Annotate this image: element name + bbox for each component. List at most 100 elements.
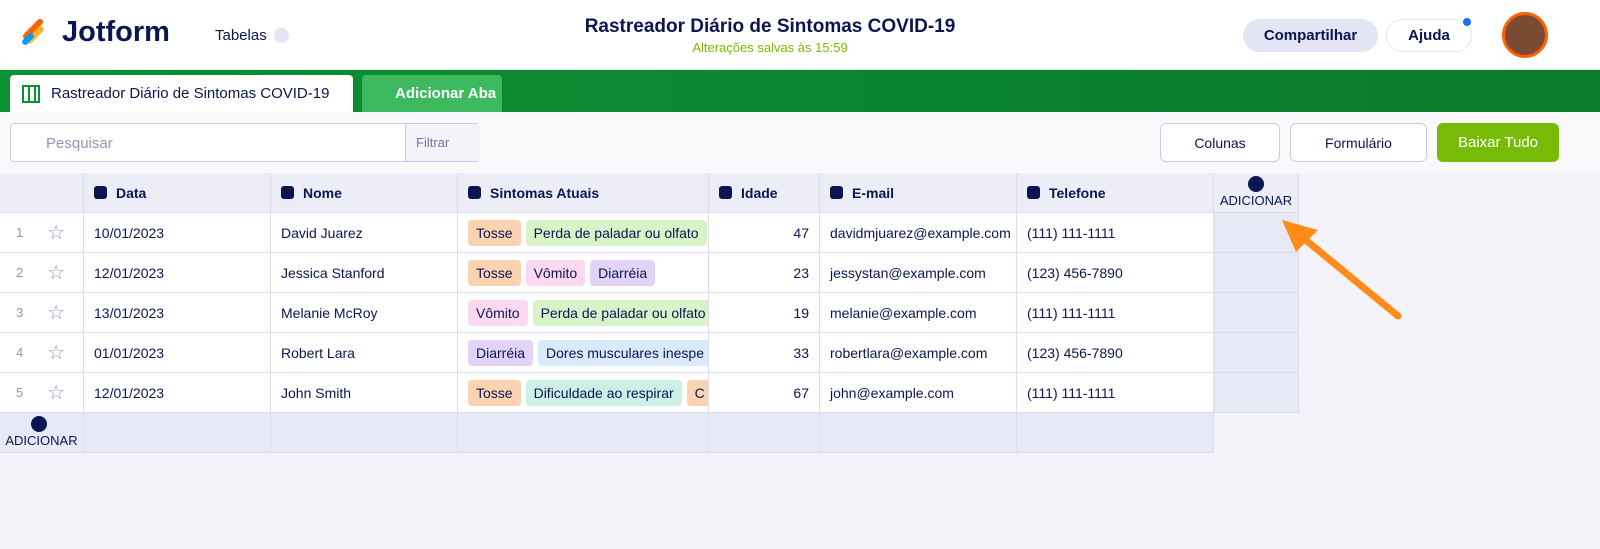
add-row-cell bbox=[84, 413, 271, 453]
column-icon bbox=[281, 186, 294, 199]
star[interactable]: ☆ bbox=[47, 222, 66, 244]
name-cell[interactable]: John Smith bbox=[271, 373, 458, 413]
add-row-cell bbox=[820, 413, 1017, 453]
logo-text: Jotform bbox=[62, 16, 170, 48]
email-cell[interactable]: davidmjuarez@example.com bbox=[820, 213, 1017, 253]
menu[interactable]: Tabelas bbox=[215, 27, 267, 44]
star[interactable]: ☆ bbox=[47, 382, 66, 404]
row-number: 4 ☆ bbox=[0, 333, 84, 373]
age-cell[interactable]: 47 bbox=[709, 213, 820, 253]
star[interactable]: ☆ bbox=[47, 262, 66, 284]
column-header[interactable]: Telefone bbox=[1017, 173, 1214, 213]
column-icon bbox=[94, 186, 107, 199]
add-row-icon[interactable] bbox=[31, 416, 47, 432]
tab-bar: Rastreador Diário de Sintomas COVID-19 A… bbox=[0, 70, 1600, 112]
symptom-tag: Tosse bbox=[468, 259, 521, 286]
star[interactable]: ☆ bbox=[47, 342, 66, 364]
form-button[interactable]: Formulário bbox=[1290, 123, 1427, 162]
row-index: 4 bbox=[16, 345, 24, 360]
symptoms-cell[interactable]: Tosse Dificuldade ao respirar C bbox=[458, 373, 709, 413]
symptoms-cell[interactable]: Tosse Vômito Diarréia bbox=[458, 253, 709, 293]
symptom-tag: Dificuldade ao respirar bbox=[525, 379, 682, 406]
column-title: E-mail bbox=[852, 184, 895, 201]
download-button[interactable]: Baixar Tudo bbox=[1437, 123, 1559, 162]
date-cell[interactable]: 12/01/2023 bbox=[84, 373, 271, 413]
table: Data Nome Sintomas Atuais Idade E-mail Telefo… bbox=[0, 173, 1300, 455]
row-index: 1 bbox=[16, 225, 24, 240]
toolbar: Pesquisar Filtrar Colunas Formulário Bai… bbox=[0, 112, 1600, 173]
share-button[interactable]: Compartilhar bbox=[1243, 19, 1378, 52]
avatar[interactable] bbox=[1502, 12, 1548, 58]
phone-cell[interactable]: (111) 111-1111 bbox=[1017, 213, 1214, 253]
add-row-cell bbox=[709, 413, 820, 453]
column-title: Data bbox=[116, 184, 147, 201]
symptoms-cell[interactable]: Tosse Perda de paladar ou olfato bbox=[458, 213, 709, 253]
help-button[interactable]: Ajuda bbox=[1386, 19, 1472, 52]
column-icon bbox=[1027, 186, 1040, 199]
row-number: 5 ☆ bbox=[0, 373, 84, 413]
column-header[interactable]: Sintomas Atuais bbox=[458, 173, 709, 213]
email-cell[interactable]: jessystan@example.com bbox=[820, 253, 1017, 293]
column-header[interactable]: E-mail bbox=[820, 173, 1017, 213]
filter-button[interactable]: Filtrar bbox=[405, 124, 480, 161]
date-cell[interactable]: 12/01/2023 bbox=[84, 253, 271, 293]
name-cell[interactable]: Jessica Stanford bbox=[271, 253, 458, 293]
email-cell[interactable]: melanie@example.com bbox=[820, 293, 1017, 333]
save-status: Alterações salvas às 15:59 bbox=[692, 40, 848, 55]
symptoms-cell[interactable]: Vômito Perda de paladar ou olfato bbox=[458, 293, 709, 333]
name-cell[interactable]: Robert Lara bbox=[271, 333, 458, 373]
add-tab[interactable]: Adicionar Aba bbox=[362, 75, 502, 112]
age-cell[interactable]: 19 bbox=[709, 293, 820, 333]
date-cell[interactable]: 01/01/2023 bbox=[84, 333, 271, 373]
row-number: 3 ☆ bbox=[0, 293, 84, 333]
age-cell[interactable]: 23 bbox=[709, 253, 820, 293]
search-placeholder: Pesquisar bbox=[46, 135, 113, 152]
select-all[interactable] bbox=[0, 173, 84, 213]
column-icon bbox=[830, 186, 843, 199]
active-tab[interactable]: Rastreador Diário de Sintomas COVID-19 bbox=[10, 75, 353, 112]
logo-icon bbox=[22, 18, 44, 45]
age-cell[interactable]: 33 bbox=[709, 333, 820, 373]
email-cell[interactable]: john@example.com bbox=[820, 373, 1017, 413]
age-cell[interactable]: 67 bbox=[709, 373, 820, 413]
symptom-tag: Vômito bbox=[525, 259, 586, 286]
date-cell[interactable]: 10/01/2023 bbox=[84, 213, 271, 253]
symptom-tag: Tosse bbox=[468, 219, 521, 246]
date-cell[interactable]: 13/01/2023 bbox=[84, 293, 271, 333]
email-cell[interactable]: robertlara@example.com bbox=[820, 333, 1017, 373]
column-header[interactable]: Idade bbox=[709, 173, 820, 213]
symptom-tag: Vômito bbox=[468, 299, 528, 326]
column-title: Nome bbox=[303, 184, 342, 201]
search-box[interactable]: Pesquisar Filtrar bbox=[10, 123, 480, 162]
add-column-cell bbox=[1214, 213, 1299, 253]
symptoms-cell[interactable]: Diarréia Dores musculares inespe bbox=[458, 333, 709, 373]
phone-cell[interactable]: (123) 456-7890 bbox=[1017, 333, 1214, 373]
add-column-cell bbox=[1214, 373, 1299, 413]
add-row-cell bbox=[1017, 413, 1214, 453]
column-title: Idade bbox=[741, 184, 778, 201]
phone-cell[interactable]: (123) 456-7890 bbox=[1017, 253, 1214, 293]
symptom-tag: Diarréia bbox=[590, 259, 656, 286]
tab-label: Rastreador Diário de Sintomas COVID-19 bbox=[51, 85, 330, 102]
column-title: Telefone bbox=[1049, 184, 1106, 201]
symptom-tag: Perda de paladar ou olfato bbox=[532, 299, 708, 326]
column-header[interactable]: Nome bbox=[271, 173, 458, 213]
phone-cell[interactable]: (111) 111-1111 bbox=[1017, 293, 1214, 333]
top-bar: Jotform Tabelas Rastreador Diário de Sin… bbox=[0, 0, 1600, 70]
add-column-cell bbox=[1214, 253, 1299, 293]
columns-button[interactable]: Colunas bbox=[1160, 123, 1280, 162]
add-column-icon[interactable] bbox=[1248, 176, 1264, 192]
symptom-tag: Dores musculares inespe bbox=[538, 339, 708, 366]
symptom-tag: C bbox=[686, 379, 708, 406]
row-number: 1 ☆ bbox=[0, 213, 84, 253]
star[interactable]: ☆ bbox=[47, 302, 66, 324]
name-cell[interactable]: David Juarez bbox=[271, 213, 458, 253]
menu-caret[interactable] bbox=[274, 28, 289, 43]
column-header[interactable]: Data bbox=[84, 173, 271, 213]
add-row[interactable]: ADICIONAR bbox=[0, 413, 84, 453]
phone-cell[interactable]: (111) 111-1111 bbox=[1017, 373, 1214, 413]
sheet-title[interactable]: Rastreador Diário de Sintomas COVID-19 bbox=[584, 16, 956, 37]
symptom-tag: Diarréia bbox=[468, 339, 534, 366]
name-cell[interactable]: Melanie McRoy bbox=[271, 293, 458, 333]
